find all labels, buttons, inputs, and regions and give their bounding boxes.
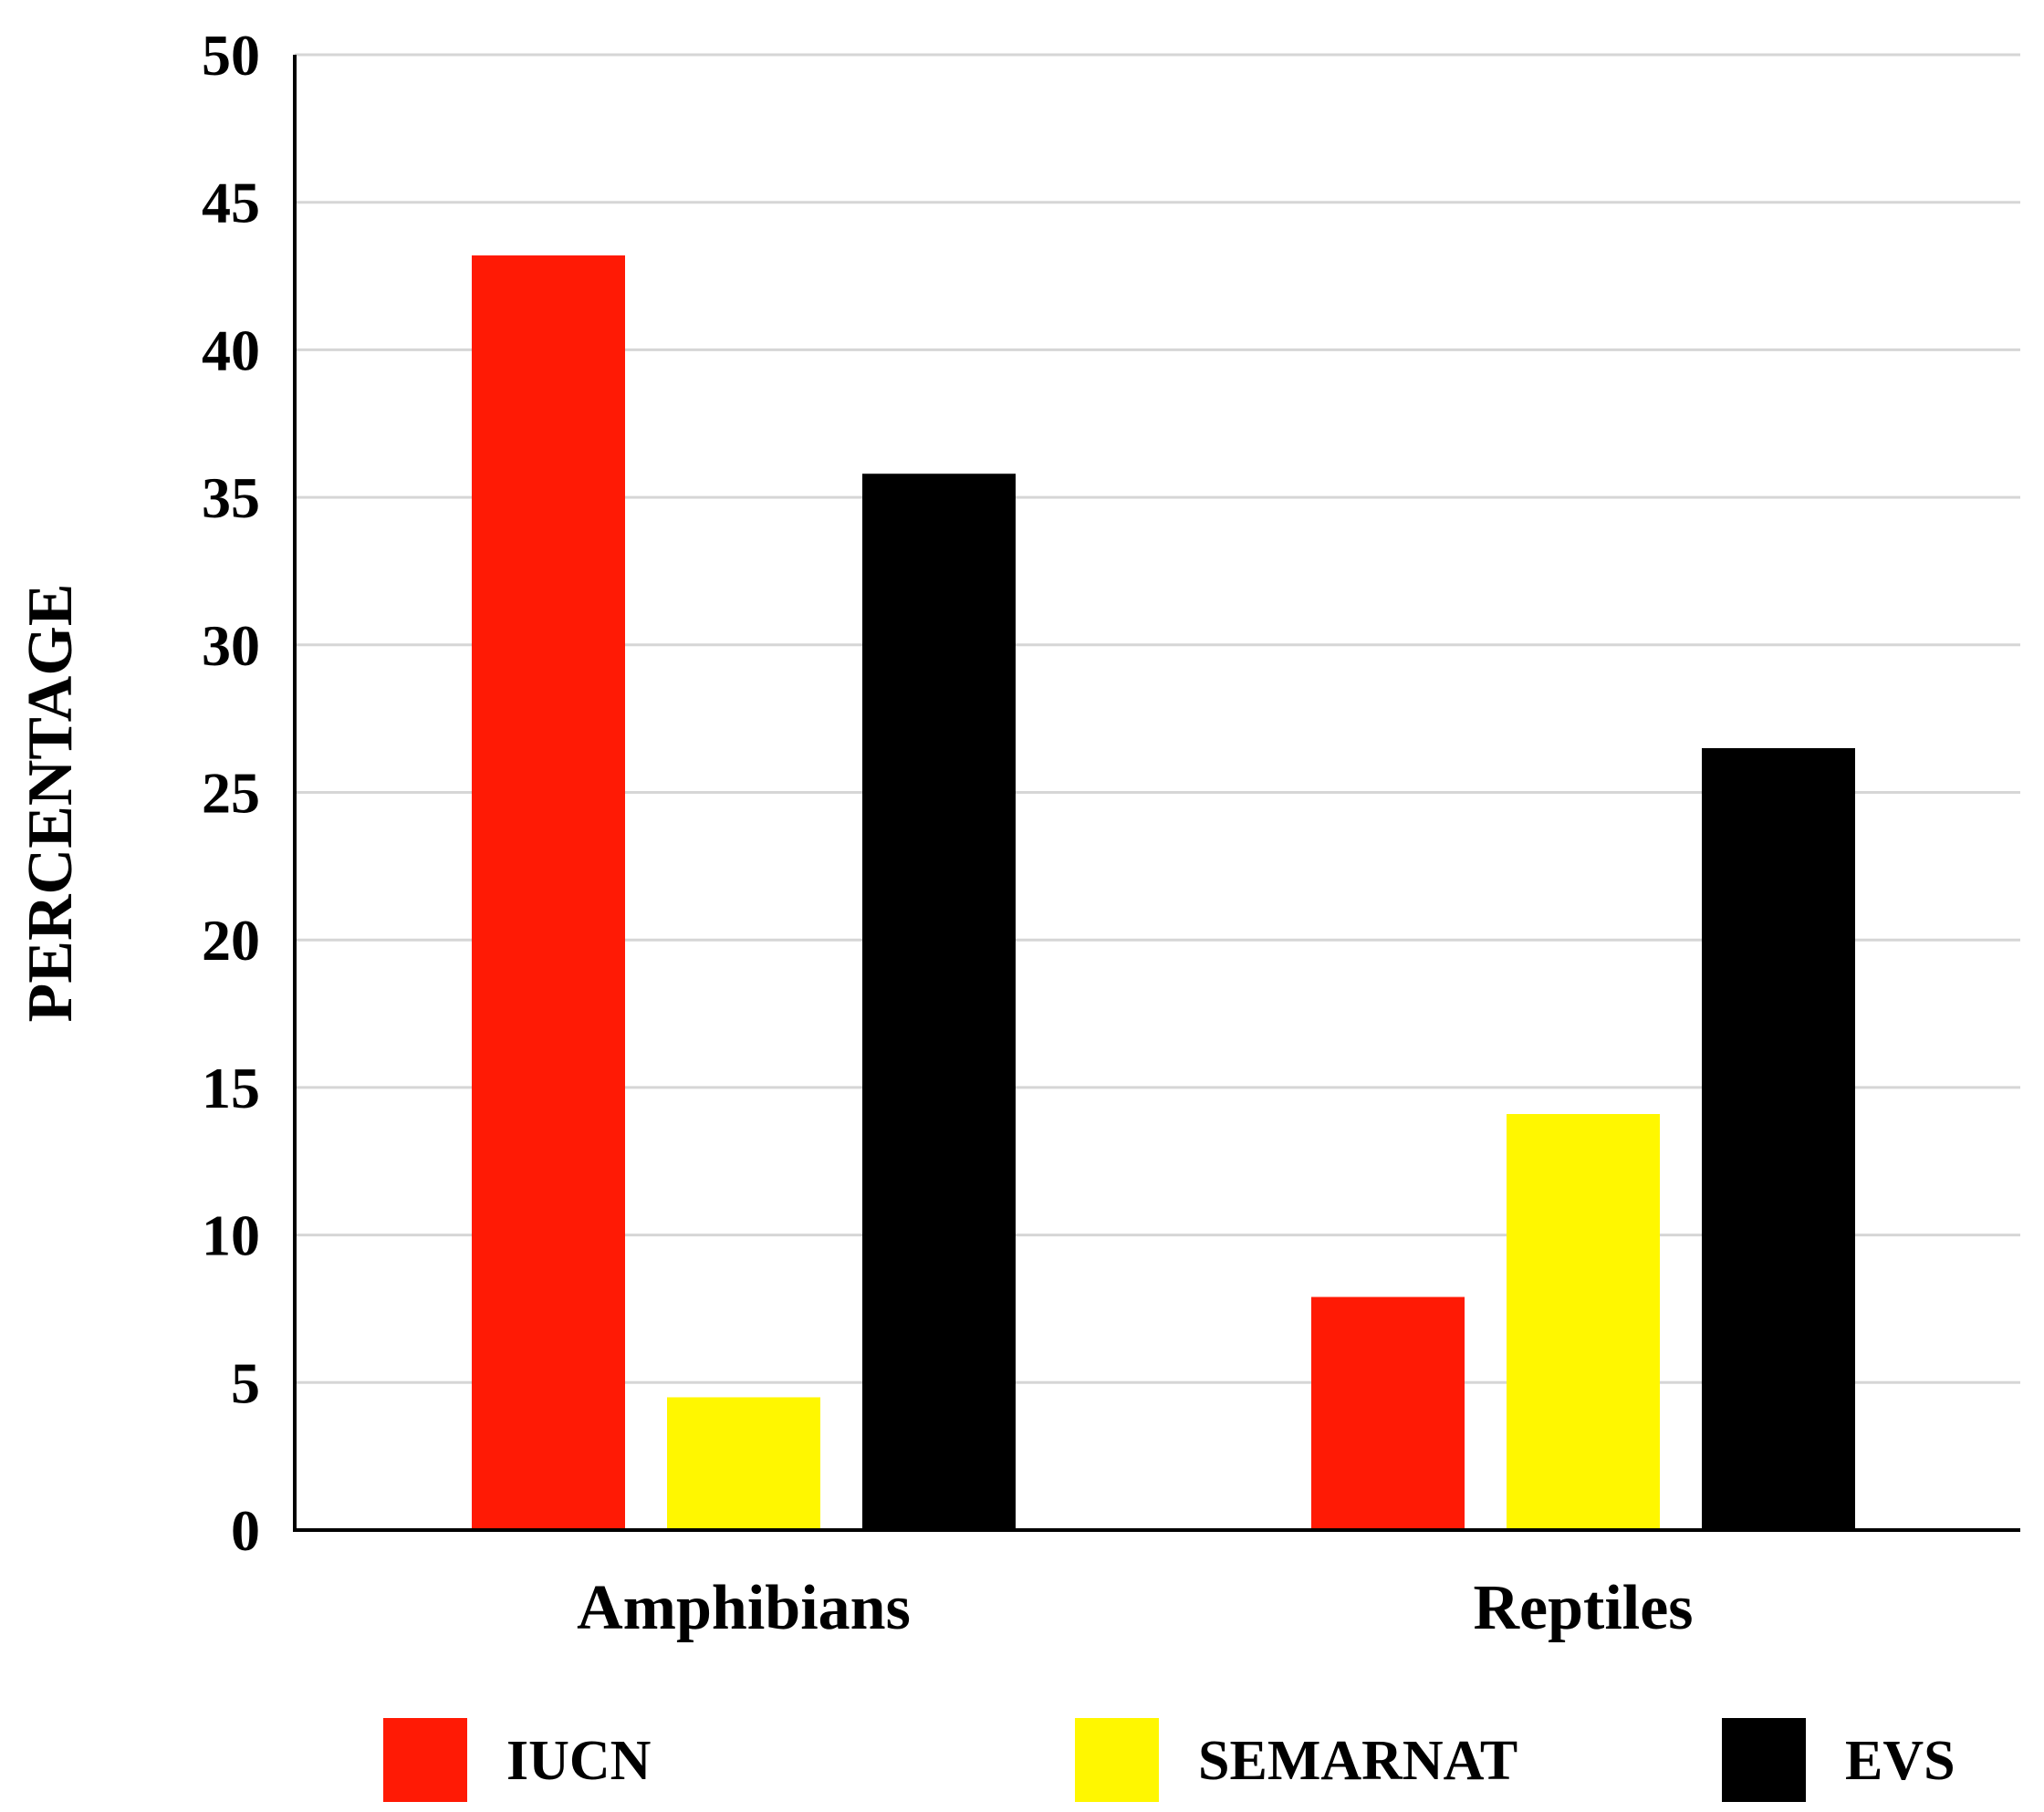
bar-evs-amphibians xyxy=(862,474,1016,1530)
legend: IUCN SEMARNAT EVS xyxy=(383,1718,1955,1802)
x-category-label: Amphibians xyxy=(577,1573,911,1643)
x-axis-categories: Amphibians Reptiles xyxy=(577,1573,1693,1643)
bars xyxy=(472,255,1855,1530)
legend-label: EVS xyxy=(1845,1730,1955,1792)
bar-iucn-amphibians xyxy=(472,255,625,1530)
y-tick-label: 40 xyxy=(202,318,260,382)
legend-item-evs: EVS xyxy=(1722,1718,1955,1802)
y-tick-label: 45 xyxy=(202,171,260,235)
y-tick-label: 25 xyxy=(202,761,260,826)
y-tick-label: 5 xyxy=(231,1350,260,1415)
y-tick-label: 20 xyxy=(202,908,260,973)
legend-label: SEMARNAT xyxy=(1198,1730,1517,1792)
bar-semarnat-amphibians xyxy=(667,1397,820,1530)
y-axis-label: PERCENTAGE xyxy=(16,584,86,1023)
legend-swatch xyxy=(383,1718,467,1802)
y-axis-ticks: 0 5 10 15 20 25 30 35 40 45 50 xyxy=(202,23,260,1563)
legend-swatch xyxy=(1722,1718,1806,1802)
y-tick-label: 0 xyxy=(231,1498,260,1563)
bar-evs-reptiles xyxy=(1702,747,1855,1530)
legend-item-iucn: IUCN xyxy=(383,1718,651,1802)
y-tick-label: 30 xyxy=(202,613,260,678)
y-tick-label: 35 xyxy=(202,465,260,530)
y-tick-label: 50 xyxy=(202,23,260,88)
bar-semarnat-reptiles xyxy=(1507,1114,1660,1530)
legend-item-semarnat: SEMARNAT xyxy=(1075,1718,1517,1802)
legend-label: IUCN xyxy=(506,1730,651,1792)
y-tick-label: 10 xyxy=(202,1203,260,1268)
bar-iucn-reptiles xyxy=(1311,1297,1465,1530)
y-tick-label: 15 xyxy=(202,1056,260,1120)
legend-swatch xyxy=(1075,1718,1159,1802)
x-category-label: Reptiles xyxy=(1473,1573,1693,1643)
